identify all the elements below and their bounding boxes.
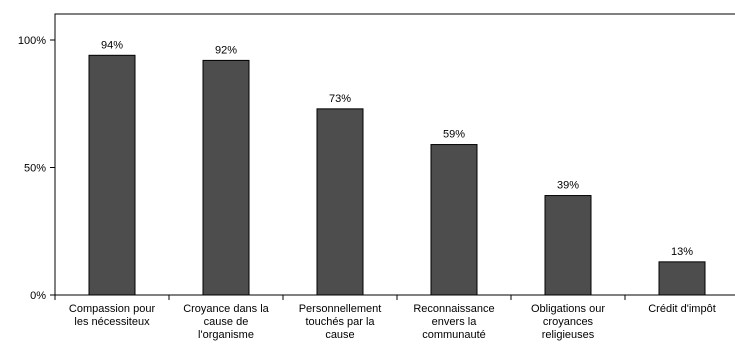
y-tick-label: 0% [30,290,46,302]
x-tick-label: Compassion pour les nécessiteux [69,303,156,328]
x-tick-label-line: communauté [422,329,486,341]
x-tick-label-line: religieuses [542,329,595,341]
x-tick-label-line: cause [325,329,354,341]
bar [430,144,478,296]
x-tick-label-line: Obligations our [531,303,605,315]
x-tick-label-line: Croyance dans la [183,303,269,315]
x-tick-label-line: cause de [204,316,249,328]
bar [202,59,250,296]
x-tick-label-line: Reconnaissance [413,303,494,315]
x-tick-label-line: envers la [432,316,478,328]
data-label: 92% [215,44,237,56]
plot-frame [54,13,735,296]
bar [544,195,592,296]
y-tick-label: 50% [24,163,46,175]
x-tick-label: Crédit d'impôt [648,303,716,315]
y-tick-label: 100% [18,35,46,47]
x-tick-label: Personnellement touchés par la cause [299,303,382,341]
data-labels: 94% 92% 73% 59% 39% 13% [101,39,693,258]
bar [658,261,706,296]
data-label: 73% [329,93,351,105]
x-tick-label: Croyance dans la cause de l'organisme [183,303,269,341]
x-tick-label-line: Crédit d'impôt [648,303,716,315]
bar [316,108,364,296]
data-label: 59% [443,129,465,141]
x-tick-label-line: Compassion pour [69,303,156,315]
data-label: 94% [101,39,123,51]
data-label: 13% [671,246,693,258]
x-tick-label-line: Personnellement [299,303,382,315]
x-tick-label-line: touchés par la [305,316,375,328]
x-tick-label: Obligations our croyances religieuses [531,303,605,341]
x-tick-label-line: l'organisme [198,329,254,341]
bar [88,54,136,296]
y-axis: 0% 50% 100% [18,35,55,302]
x-tick-label-line: croyances [543,316,594,328]
bars [88,54,706,296]
x-tick-label: Reconnaissance envers la communauté [413,303,494,341]
x-tick-label-line: les nécessiteux [74,316,150,328]
data-label: 39% [557,180,579,192]
x-axis: Compassion pour les nécessiteux Croyance d… [54,295,716,341]
